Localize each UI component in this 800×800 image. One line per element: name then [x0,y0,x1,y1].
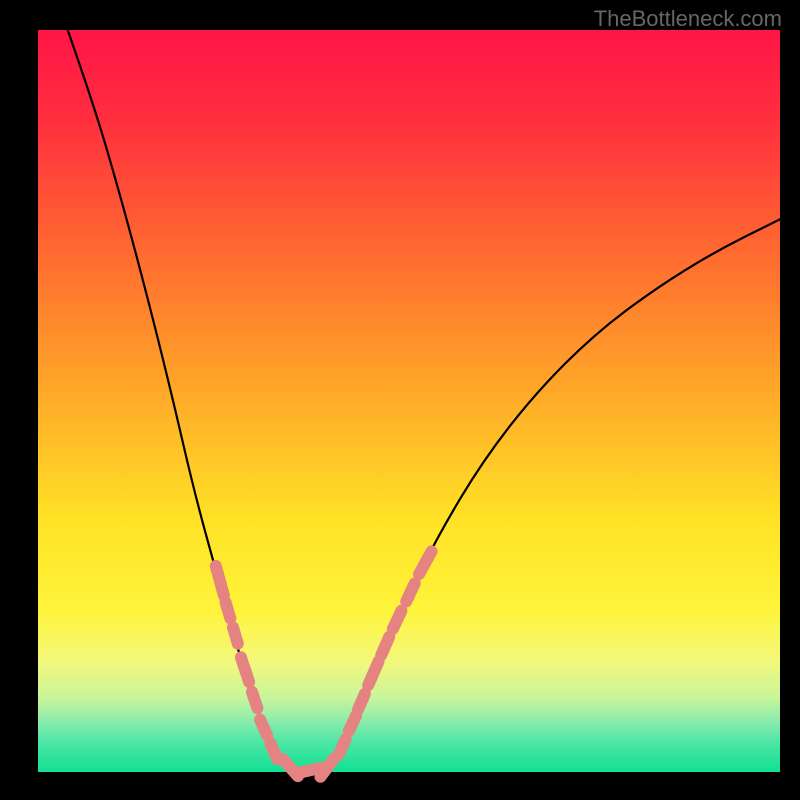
gradient-background [38,30,780,772]
watermark-text: TheBottleneck.com [594,6,782,32]
chart-stage: TheBottleneck.com [0,0,800,800]
